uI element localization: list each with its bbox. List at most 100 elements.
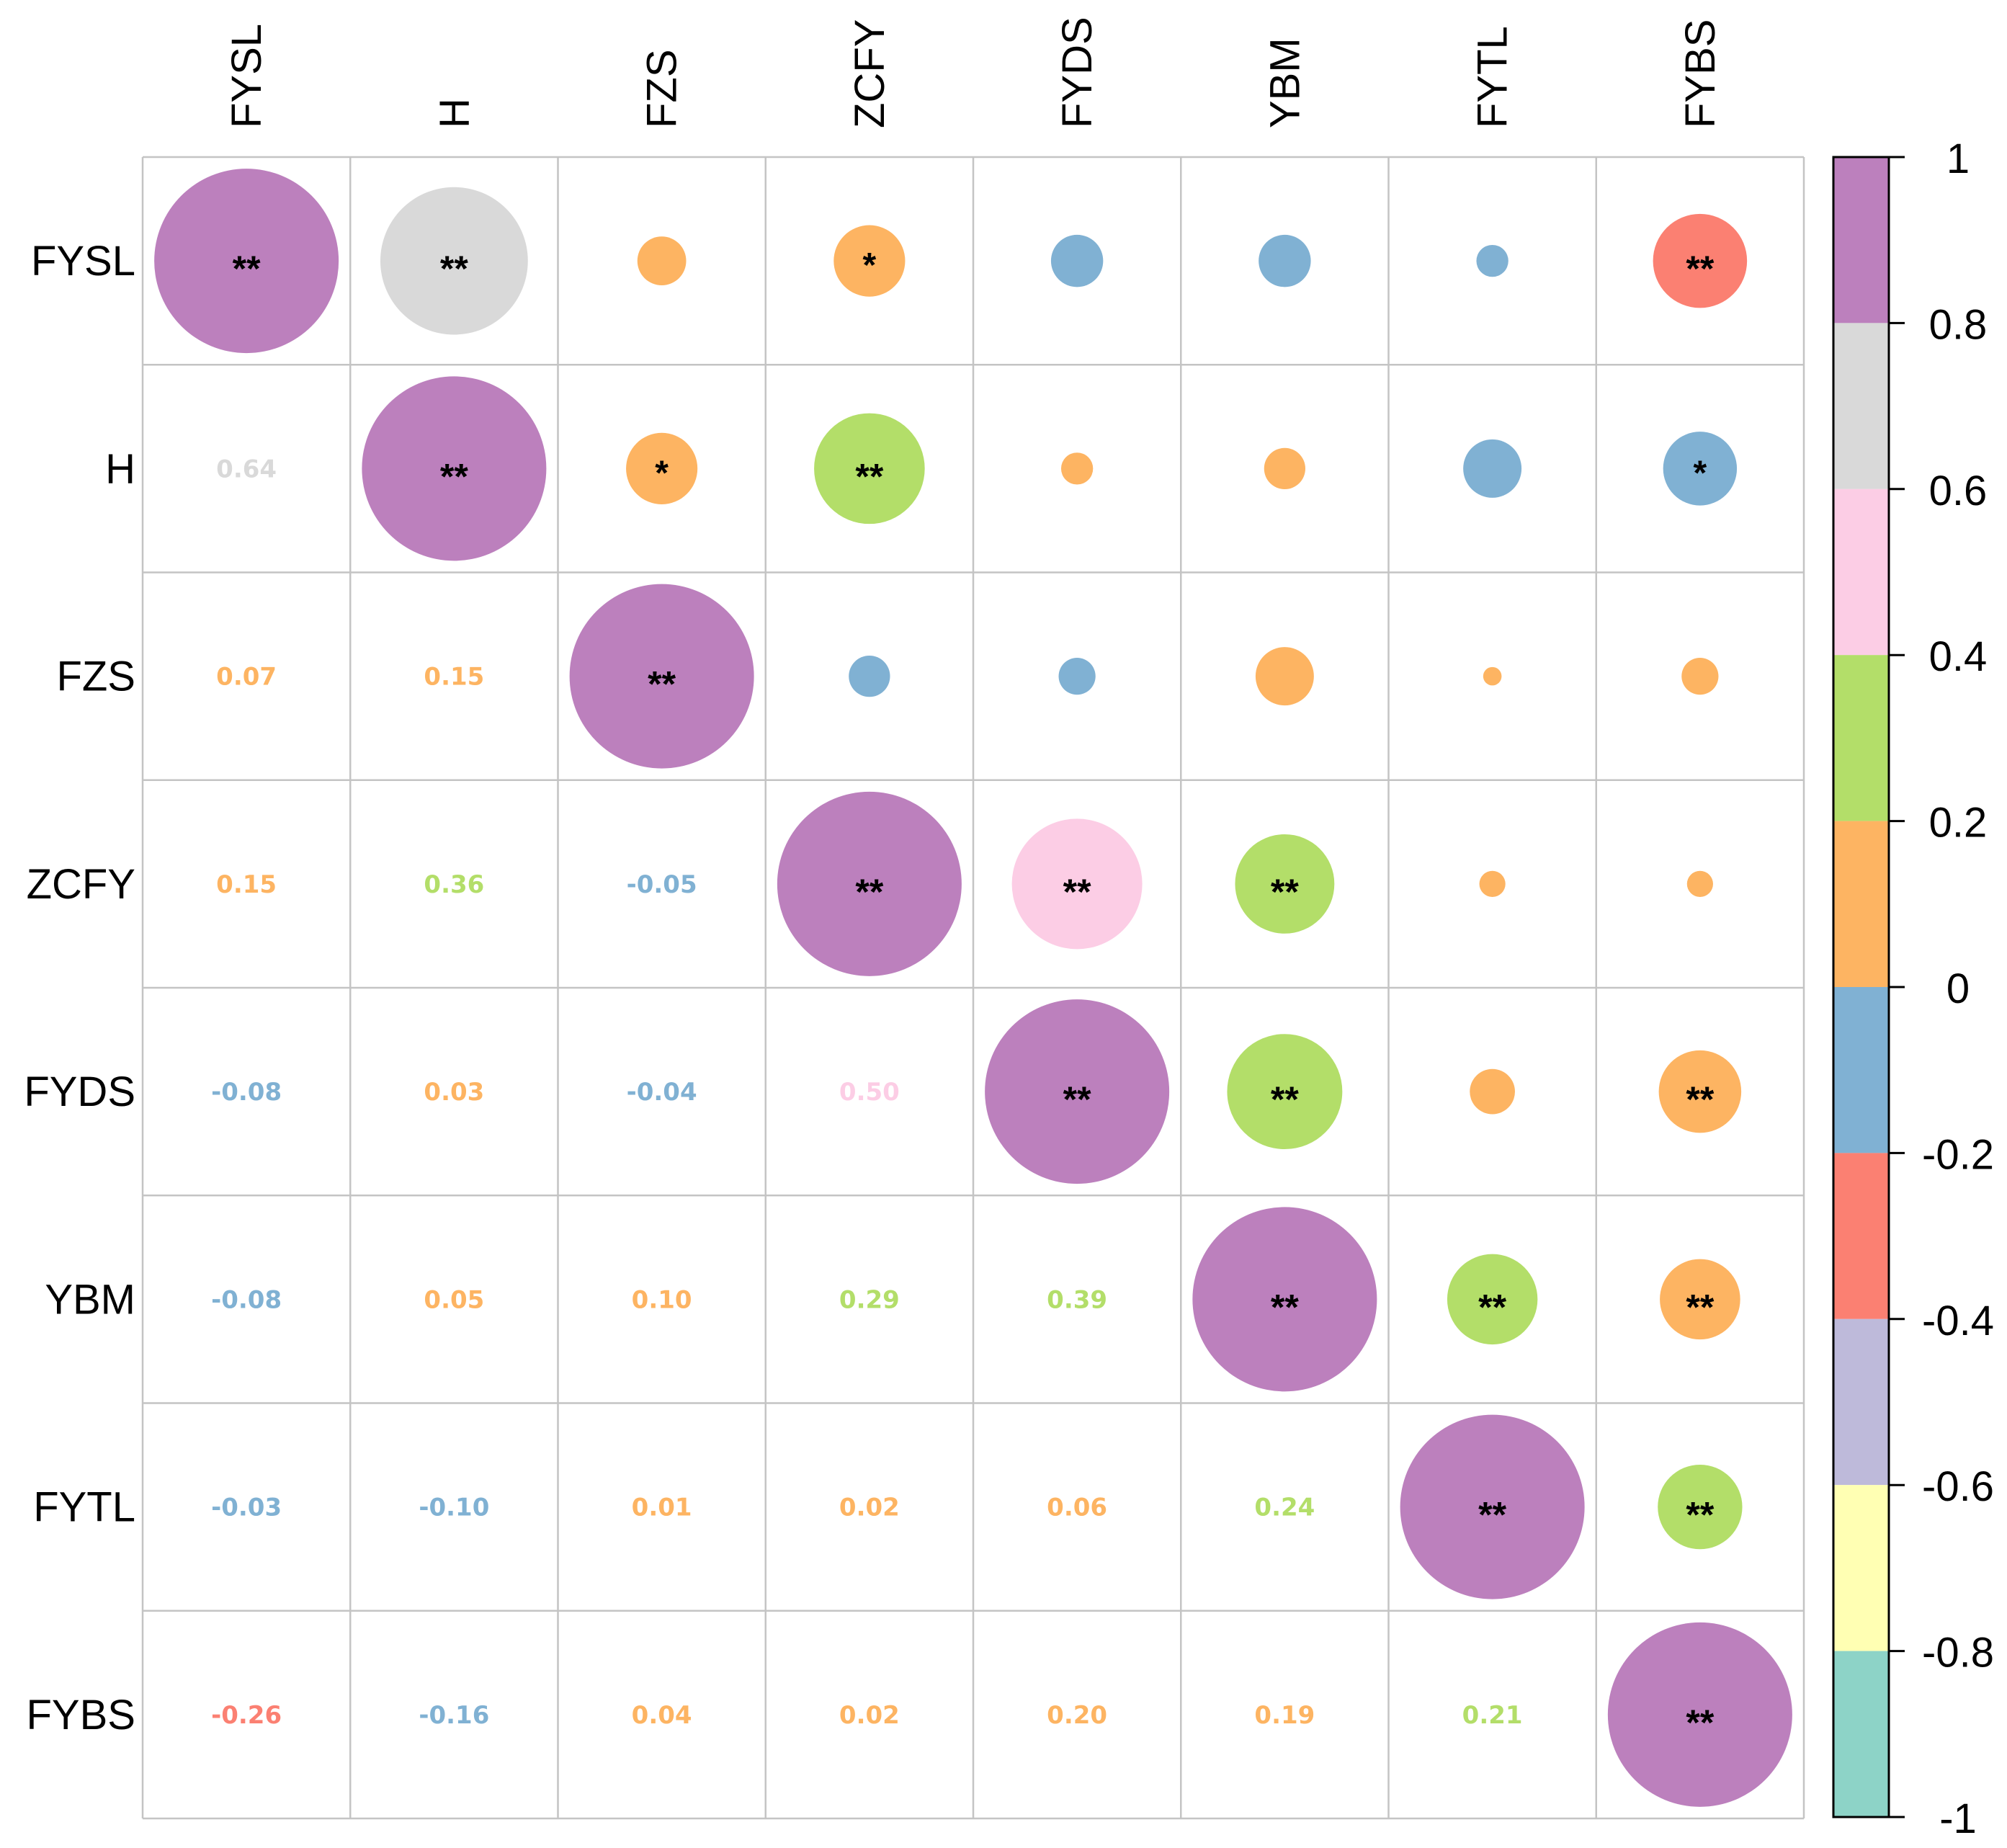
legend-color-bin: [1833, 1318, 1889, 1486]
correlation-coefficient: 0.50: [839, 1078, 900, 1107]
significance-marker: **: [1686, 1495, 1714, 1535]
correlation-circle: [1058, 658, 1096, 695]
correlation-circle: [1447, 1254, 1538, 1345]
legend-tick-label: 0.2: [1929, 800, 1988, 847]
correlation-circle: [1681, 658, 1719, 695]
correlation-circle: [1235, 834, 1335, 934]
significance-marker: **: [440, 456, 468, 496]
column-label: FYDS: [1054, 17, 1101, 128]
row-label: FZS: [56, 653, 135, 700]
correlation-circle: [814, 413, 925, 525]
correlation-circle: [1658, 1464, 1743, 1550]
row-label: FYDS: [24, 1068, 135, 1115]
correlation-circle: [1259, 234, 1311, 287]
column-label: FZS: [639, 49, 686, 128]
significance-marker: *: [863, 246, 877, 285]
significance-marker: **: [1686, 1287, 1714, 1327]
correlation-circle: [1192, 1207, 1377, 1392]
significance-marker: *: [1694, 454, 1707, 492]
correlation-coefficient: 0.15: [424, 663, 484, 692]
significance-marker: **: [1271, 1079, 1299, 1120]
significance-marker: *: [655, 454, 669, 492]
legend-tick-label: 0.4: [1929, 633, 1988, 680]
legend-color-bin: [1833, 1485, 1889, 1651]
correlation-circle: [833, 225, 906, 297]
significance-marker: **: [1271, 1287, 1299, 1327]
legend-tick-label: 0.8: [1929, 301, 1988, 348]
column-label: YBM: [1261, 37, 1308, 128]
significance-marker: **: [1686, 1702, 1714, 1743]
correlation-circle: [569, 584, 754, 769]
column-label: FYTL: [1470, 26, 1516, 128]
significance-marker: **: [1478, 1287, 1506, 1327]
correlation-circle: [1463, 439, 1522, 498]
correlation-circle: [1011, 818, 1143, 950]
legend-tick-label: -0.8: [1922, 1630, 1994, 1677]
legend-color-bin: [1833, 157, 1889, 323]
significance-marker: **: [1686, 1079, 1714, 1120]
column-label: H: [431, 98, 478, 128]
column-label: ZCFY: [846, 19, 893, 128]
correlation-circle: [1663, 432, 1738, 506]
correlation-circle: [1264, 447, 1305, 489]
correlation-coefficient: 0.21: [1462, 1701, 1523, 1730]
correlation-coefficient: -0.08: [211, 1078, 282, 1107]
correlation-circle: [637, 236, 687, 285]
column-label: FYSL: [223, 24, 270, 128]
matrix-marks: ** ** * **0.64 ** * ** *0.07 0.15 **0.15 0.36 -0.05…: [154, 169, 1792, 1807]
legend-tick-label: -0.2: [1922, 1131, 1994, 1178]
correlation-circle: [1607, 1622, 1792, 1807]
correlation-coefficient: 0.64: [216, 455, 277, 483]
correlation-circle: [626, 432, 698, 504]
correlation-circle: [985, 999, 1170, 1184]
row-label: FYSL: [31, 238, 135, 285]
correlation-coefficient: 0.10: [632, 1285, 692, 1314]
legend-color-bin: [1833, 655, 1889, 821]
significance-marker: **: [1271, 872, 1299, 912]
correlation-coefficient: -0.16: [419, 1701, 489, 1730]
correlation-circle: [380, 187, 528, 335]
correlation-circle: [1660, 1259, 1740, 1340]
correlation-coefficient: 0.39: [1047, 1285, 1107, 1314]
matrix-grid: [141, 156, 1805, 1820]
significance-marker: **: [1063, 872, 1091, 912]
legend-color-bin: [1833, 821, 1889, 987]
correlation-circle: [362, 376, 547, 561]
correlation-circle: [1686, 870, 1713, 897]
significance-marker: **: [648, 664, 676, 705]
correlation-circle: [1255, 647, 1314, 706]
legend-tick-label: -0.4: [1922, 1298, 1994, 1344]
correlation-coefficient: -0.10: [419, 1494, 489, 1522]
correlation-circle: [1400, 1414, 1585, 1599]
correlation-coefficient: 0.07: [216, 663, 277, 692]
significance-marker: **: [1686, 249, 1714, 289]
color-legend: 1 0.8 0.6 0.4 0.2 0 -0.2 -0.4 -0.6 -0.8 -1: [1832, 135, 1994, 1842]
correlation-coefficient: 0.15: [216, 870, 277, 899]
correlation-circle: [1050, 234, 1104, 287]
row-label: H: [105, 445, 135, 492]
correlation-coefficient: -0.05: [627, 870, 697, 899]
correlation-circle: [777, 791, 962, 976]
correlation-circle: [1227, 1034, 1343, 1150]
correlation-coefficient: 0.29: [839, 1285, 900, 1314]
legend-color-bin: [1833, 1651, 1889, 1817]
legend-color-bin: [1833, 987, 1889, 1153]
correlation-circle: [1658, 1050, 1742, 1133]
correlation-coefficient: 0.04: [632, 1701, 692, 1730]
correlation-coefficient: 0.02: [839, 1494, 900, 1522]
correlation-coefficient: 0.19: [1254, 1701, 1315, 1730]
legend-tick-label: 1: [1946, 135, 1970, 182]
correlation-coefficient: -0.03: [211, 1494, 282, 1522]
legend-tick-label: 0.6: [1929, 468, 1988, 514]
significance-marker: **: [1478, 1495, 1506, 1535]
correlation-coefficient: 0.06: [1047, 1494, 1107, 1522]
significance-marker: **: [855, 872, 883, 912]
correlation-circle: [1470, 1068, 1515, 1115]
correlation-coefficient: 0.20: [1047, 1701, 1107, 1730]
correlation-circle: [849, 656, 890, 697]
significance-marker: **: [855, 456, 883, 496]
correlation-coefficient: 0.01: [632, 1494, 692, 1522]
legend-tick-label: -0.6: [1922, 1463, 1994, 1510]
